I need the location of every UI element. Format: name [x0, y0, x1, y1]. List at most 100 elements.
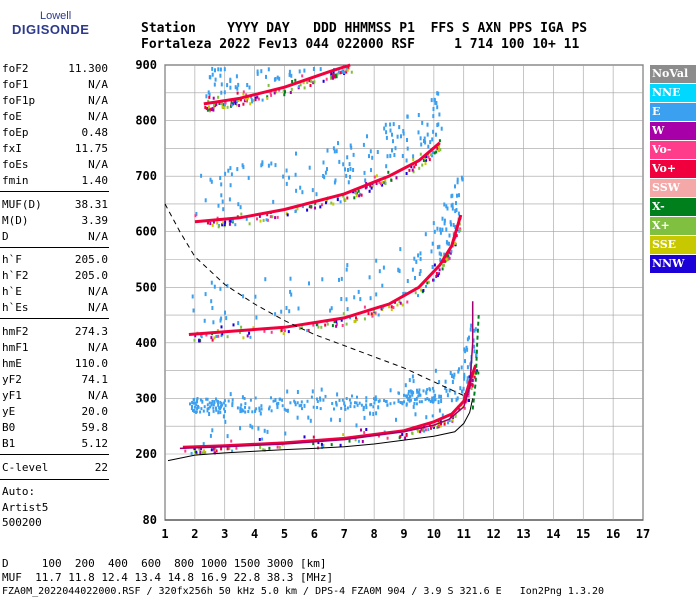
echo-point	[362, 405, 365, 409]
echo-point	[374, 398, 377, 402]
echo-point	[424, 397, 427, 401]
echo-point	[196, 397, 199, 400]
echo-point	[265, 218, 268, 222]
echo-point	[403, 400, 405, 404]
echo-point	[239, 410, 242, 414]
echo-point	[211, 223, 214, 227]
echo-point	[449, 371, 452, 375]
echo-point	[319, 396, 321, 400]
echo-point	[249, 102, 252, 106]
echo-point	[473, 371, 476, 375]
echo-point	[270, 409, 273, 413]
echo-point	[200, 333, 202, 337]
echo-point	[369, 296, 372, 301]
echo-point	[433, 396, 435, 400]
echo-point	[413, 256, 416, 261]
echo-point	[330, 201, 333, 205]
echo-point	[282, 174, 285, 179]
echo-point	[452, 223, 455, 227]
echo-point	[445, 227, 448, 232]
param-row: hmE 110.0	[2, 357, 108, 370]
echo-point	[422, 289, 425, 292]
echo-point	[448, 388, 451, 393]
echo-point	[260, 404, 263, 408]
echo-point	[363, 305, 366, 309]
param-value: 5.12	[81, 437, 109, 450]
echo-point	[222, 103, 225, 107]
echo-point	[213, 336, 216, 340]
echo-point	[219, 286, 222, 291]
echo-point	[414, 412, 417, 417]
echo-point	[215, 397, 217, 401]
echo-point	[195, 450, 198, 454]
echo-point	[309, 84, 312, 87]
echo-point	[207, 407, 210, 410]
echo-point	[319, 407, 322, 411]
echo-point	[430, 98, 433, 103]
echo-point	[383, 399, 386, 402]
echo-point	[417, 390, 420, 394]
echo-point	[418, 400, 421, 404]
echo-point	[203, 449, 205, 453]
echo-point	[236, 167, 239, 172]
echo-point	[275, 402, 278, 406]
echo-point	[444, 259, 446, 263]
param-row: foEs N/A	[2, 158, 108, 171]
echo-point	[389, 153, 392, 158]
echo-point	[433, 263, 436, 267]
echo-point	[247, 175, 250, 180]
echo-point	[198, 339, 201, 343]
echo-point	[376, 150, 379, 154]
echo-point	[401, 154, 404, 158]
param-separator	[0, 479, 109, 480]
echo-point	[325, 199, 328, 203]
echo-point	[257, 97, 260, 101]
echo-point	[256, 69, 259, 74]
echo-point	[377, 313, 380, 317]
echo-point	[289, 91, 292, 94]
echo-point	[360, 428, 362, 432]
echo-point	[409, 398, 412, 402]
echo-point	[217, 225, 220, 229]
scaled-trace-line	[179, 301, 474, 450]
echo-point	[424, 157, 427, 161]
param-value: 110.0	[74, 357, 108, 370]
legend-item: NNW	[650, 255, 696, 273]
echo-point	[254, 98, 257, 102]
echo-point	[296, 207, 299, 211]
echo-point	[446, 206, 449, 211]
echo-point	[373, 401, 376, 405]
echo-point	[306, 80, 309, 84]
echo-point	[366, 134, 368, 139]
echo-point	[445, 388, 448, 393]
echo-point	[355, 316, 357, 320]
echo-point	[389, 122, 392, 127]
echo-point	[289, 289, 292, 294]
echo-point	[295, 188, 298, 193]
echo-point	[433, 398, 436, 402]
echo-point	[268, 405, 271, 409]
echo-point	[220, 334, 223, 338]
echo-point	[443, 218, 446, 223]
echo-point	[446, 393, 449, 398]
echo-point	[349, 401, 352, 405]
echo-point	[375, 397, 378, 401]
echo-point	[449, 251, 452, 255]
echo-point	[445, 257, 448, 261]
echo-point	[310, 395, 313, 399]
echo-point	[316, 406, 319, 409]
echo-point	[229, 183, 232, 188]
echo-point	[406, 279, 409, 283]
echo-point	[290, 292, 293, 297]
echo-point	[290, 87, 293, 91]
echo-point	[226, 83, 229, 88]
echo-point	[420, 427, 423, 431]
echo-point	[412, 158, 415, 161]
echo-point	[205, 94, 208, 99]
echo-point	[301, 407, 303, 411]
echo-point	[369, 411, 371, 416]
echo-point	[434, 368, 437, 373]
echo-point	[285, 168, 288, 173]
echo-point	[473, 328, 476, 333]
echo-point	[334, 73, 337, 77]
